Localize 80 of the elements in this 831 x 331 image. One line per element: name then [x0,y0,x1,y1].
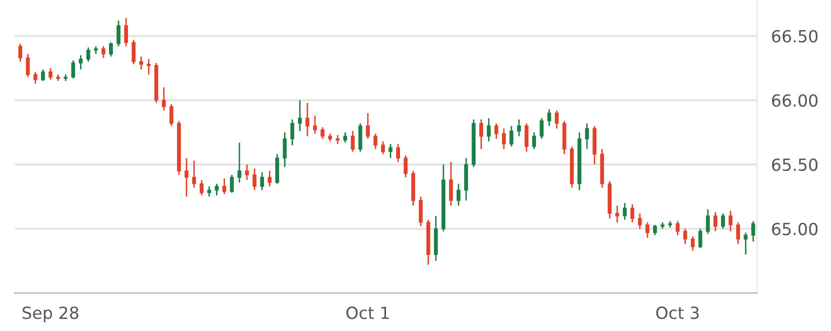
candlestick [78,54,83,70]
candlestick [366,112,370,140]
candlestick [41,68,45,82]
candlestick [736,222,740,245]
candlestick [116,20,120,47]
candlestick [320,126,324,140]
x-tick-label: Oct 1 [346,306,389,320]
candlestick [622,202,627,220]
candlestick [298,100,302,132]
candlestick [646,222,650,238]
candlestick [222,178,226,195]
x-tick-label: Sep 28 [22,306,78,322]
candlestick [418,196,423,227]
candlestick [585,122,589,150]
candlestick [101,46,106,59]
candlestick [184,157,188,198]
candlestick [200,179,204,196]
candlestick [714,211,718,232]
candlestick [494,122,498,140]
candlestick [373,132,378,150]
candlestick [532,132,536,150]
candlestick [683,228,688,245]
candlestick [486,118,491,142]
candlestick [282,132,287,168]
candlestick [744,232,748,256]
candlestick [350,130,355,152]
y-tick-label: 65.50 [772,158,818,172]
candlestick [456,183,460,206]
candlestick [706,208,710,235]
candlestick [237,142,242,184]
candlestick [404,154,408,178]
candlestick [479,118,484,150]
candlestick [169,103,174,127]
candlestick [245,164,249,181]
candlestick [721,212,725,230]
candlestick [396,143,400,163]
candlestick [313,114,317,134]
candlestick [109,42,113,58]
candlestick [510,125,514,148]
candlestick [33,71,38,84]
candlestick [540,118,544,140]
candlestick [290,118,294,146]
candlestick [305,102,310,137]
candlestick [615,204,620,224]
candlestick [502,128,506,150]
candlestick [638,212,642,230]
candlestick [358,122,362,152]
candlestick [751,220,756,242]
candlestick [653,224,657,236]
candlestick [388,143,392,159]
candlestick [214,183,219,196]
candlestick [252,168,256,191]
candlestick [230,174,234,194]
candlestick [524,122,528,152]
candlestick [71,60,76,80]
candlestick [48,67,52,80]
candlestick [132,39,136,65]
y-tick-label: 66.00 [772,94,818,107]
candlestick [381,140,385,155]
y-tick-label: 65.00 [772,222,818,236]
candlestick [698,228,702,249]
candlestick [86,46,90,62]
candlestick [343,132,348,144]
candlestick [728,210,732,232]
candlestick [547,108,552,127]
candlestick [554,110,559,130]
candlestick [146,58,151,76]
candlestick [192,160,196,188]
y-tick-label: 66.50 [772,30,818,43]
candlestick [26,53,30,78]
candlestick [630,204,634,224]
candlestick [162,86,166,112]
candlestick [676,220,680,236]
candlestick [260,172,264,191]
candlestick [517,118,521,137]
candlestick [449,161,453,206]
candlestick [124,17,128,47]
x-tick-label: Oct 3 [656,306,699,320]
candlestick [690,236,695,252]
candlestick [268,170,272,188]
